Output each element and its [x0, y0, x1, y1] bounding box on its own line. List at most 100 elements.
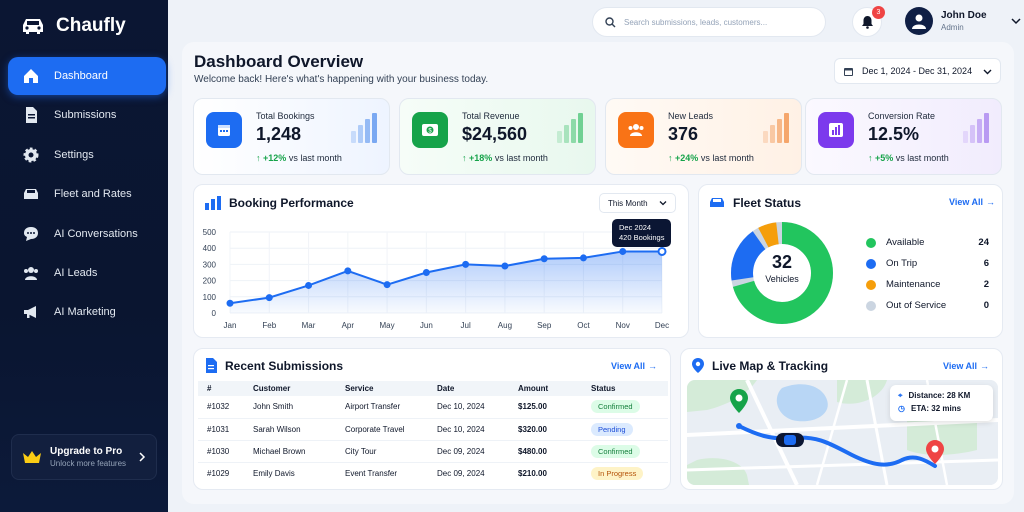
date-range-picker[interactable]: Dec 1, 2024 - Dec 31, 2024 [834, 58, 1001, 84]
cell-date: Dec 10, 2024 [428, 418, 509, 441]
fleet-view-all-link[interactable]: View All → [949, 197, 995, 207]
data-point[interactable] [462, 260, 470, 268]
stat-change: ↑ +5% vs last month [868, 153, 949, 163]
megaphone-icon [24, 306, 36, 319]
calendar-icon [844, 67, 853, 76]
stat-label: Conversion Rate [868, 111, 936, 121]
stat-change-suffix: vs last month [494, 153, 548, 163]
card-title: Booking Performance [205, 196, 354, 210]
search-placeholder: Search submissions, leads, customers... [624, 17, 768, 27]
recent-submissions-card: Recent Submissions View All → # Customer … [193, 348, 671, 490]
map-view-all-link[interactable]: View All → [943, 361, 989, 371]
data-point[interactable] [422, 269, 430, 276]
column-header: # [198, 381, 244, 396]
x-tick-label: Aug [498, 321, 512, 330]
sidebar-item-settings[interactable]: Settings [8, 136, 166, 174]
status-badge: Confirmed [591, 400, 640, 414]
stat-card-revenue: $ Total Revenue $24,560 ↑ +18% vs last m… [399, 98, 596, 175]
notifications-button[interactable]: 3 [852, 6, 885, 37]
view-all-label: View All [943, 361, 978, 371]
legend-item-maintenance: Maintenance 2 [866, 274, 989, 295]
x-tick-label: Jan [224, 321, 237, 330]
x-tick-label: Dec [655, 321, 669, 330]
table-row[interactable]: #1031 Sarah Wilson Corporate Travel Dec … [198, 418, 668, 441]
bar-chart-icon [557, 113, 583, 143]
svg-text:$: $ [428, 129, 432, 135]
y-tick-label: 200 [203, 277, 217, 286]
data-point[interactable] [265, 294, 273, 302]
legend-dot [866, 300, 876, 311]
column-header: Customer [244, 381, 336, 396]
sidebar-item-ai-leads[interactable]: AI Leads [8, 254, 166, 292]
cell-status: In Progress [582, 462, 668, 484]
legend-item-available: Available 24 [866, 232, 989, 253]
stat-label: New Leads [668, 111, 714, 121]
sidebar-item-ai-marketing[interactable]: AI Marketing [8, 293, 166, 331]
sidebar-item-label: AI Marketing [54, 306, 116, 319]
table-header-row: # Customer Service Date Amount Status [198, 381, 668, 396]
period-select-value: This Month [608, 198, 648, 208]
map-view[interactable]: ⌖ Distance: 28 KM ◷ ETA: 32 mins [687, 380, 998, 485]
sidebar-item-dashboard[interactable]: Dashboard [8, 57, 166, 95]
data-point[interactable] [383, 281, 391, 289]
cell-customer: Michael Brown [244, 440, 336, 463]
sidebar-nav: Dashboard Submissions Settings Fleet and… [8, 57, 166, 333]
route-icon: ⌖ [898, 391, 903, 400]
chat-icon [24, 226, 38, 241]
users-icon [24, 266, 38, 280]
data-point[interactable] [619, 247, 627, 255]
table-row[interactable]: #1029 Emily Davis Event Transfer Dec 09,… [198, 462, 668, 484]
fleet-donut-chart [731, 222, 833, 324]
tooltip-title: Dec 2024 [619, 223, 652, 232]
upgrade-card[interactable]: Upgrade to Pro Unlock more features [11, 434, 157, 480]
app-logo[interactable]: Chaufly [20, 12, 126, 40]
table-row[interactable]: #1030 Michael Brown City Tour Dec 09, 20… [198, 440, 668, 463]
stat-change-value: +12% [263, 153, 287, 163]
arrow-right-icon: → [986, 197, 996, 207]
column-header: Service [336, 381, 428, 396]
arrow-right-icon: → [648, 361, 658, 371]
chart-area [230, 251, 662, 313]
user-name: John Doe [941, 10, 987, 21]
x-tick-label: Jun [420, 321, 433, 330]
donut-segment[interactable] [731, 222, 833, 324]
fleet-status-card: Fleet Status View All → 32 Vehicles Avail… [698, 184, 1003, 338]
data-point[interactable] [226, 299, 234, 307]
card-title-text: Booking Performance [229, 196, 354, 210]
data-point[interactable] [344, 267, 352, 275]
chevron-down-icon [659, 201, 667, 206]
y-tick-label: 100 [203, 293, 217, 302]
search-input[interactable]: Search submissions, leads, customers... [592, 7, 826, 37]
donut-segment[interactable] [731, 222, 833, 324]
cell-service: Event Transfer [345, 468, 398, 478]
app-name: Chaufly [56, 15, 126, 36]
sidebar-item-label: AI Leads [54, 266, 98, 279]
data-point[interactable] [579, 254, 587, 262]
table-row[interactable]: #1032 John Smith Airport Transfer Dec 10… [198, 396, 668, 419]
document-icon [206, 358, 217, 373]
data-point[interactable] [305, 281, 313, 289]
cell-service: Airport Transfer [336, 396, 428, 419]
legend-item-out-of-service: Out of Service 0 [866, 295, 989, 316]
legend-value: 24 [978, 237, 989, 248]
sidebar-item-ai-conversations[interactable]: AI Conversations [8, 215, 166, 253]
sidebar-item-submissions[interactable]: Submissions [8, 96, 166, 134]
distance-row: ⌖ Distance: 28 KM [898, 390, 985, 403]
chart-tooltip: Dec 2024 420 Bookings [612, 219, 672, 248]
car-icon [24, 189, 38, 200]
status-badge: Confirmed [591, 444, 640, 458]
data-point[interactable] [501, 262, 509, 270]
sidebar-item-fleet[interactable]: Fleet and Rates [8, 175, 166, 213]
data-point[interactable] [540, 255, 548, 263]
legend-item-on-trip: On Trip 6 [866, 253, 989, 274]
period-select[interactable]: This Month [599, 193, 676, 213]
user-menu[interactable]: John Doe Admin [905, 7, 1021, 35]
x-tick-label: Nov [616, 321, 630, 330]
data-point[interactable] [657, 246, 667, 256]
sidebar-item-label: Fleet and Rates [54, 188, 132, 201]
submissions-view-all-link[interactable]: View All → [611, 361, 657, 371]
date-range-value: Dec 1, 2024 - Dec 31, 2024 [862, 66, 973, 76]
chevron-down-icon [983, 69, 992, 74]
view-all-label: View All [611, 361, 646, 371]
sidebar-item-label: Dashboard [54, 70, 108, 82]
